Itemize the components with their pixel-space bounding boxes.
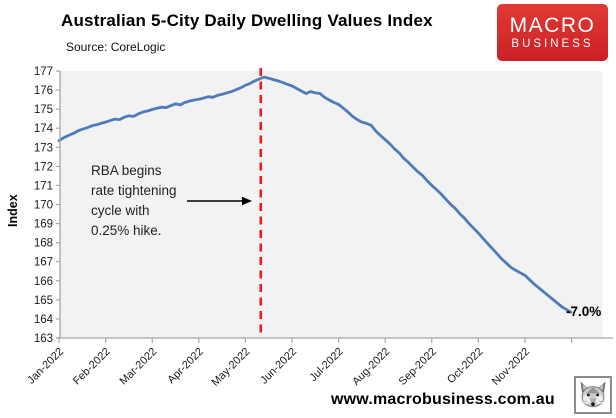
y-tick-label: 170 [34, 200, 53, 212]
y-tick-label: 167 [34, 257, 53, 269]
x-tick-label: Jan-2022 [25, 346, 66, 387]
website-url: www.macrobusiness.com.au [331, 391, 555, 408]
annotation-arrow-head [242, 196, 252, 206]
fox-logo-frame [574, 376, 612, 414]
y-tick-label: 171 [34, 180, 53, 192]
y-tick-label: 164 [34, 314, 54, 326]
x-tick-label: Apr-2022 [165, 346, 205, 386]
chart-title: Australian 5-City Daily Dwelling Values … [61, 11, 433, 30]
y-axis-title: Index [6, 194, 20, 227]
x-tick-label: Feb-2022 [71, 346, 113, 388]
source-label: Source: CoreLogic [66, 40, 166, 54]
x-tick-label: Sep-2022 [397, 346, 439, 388]
annotation-line: rate tightening [91, 183, 177, 198]
macrobusiness-logo: MACRO BUSINESS [497, 4, 608, 61]
x-tick-label: Jul-2022 [307, 346, 345, 384]
x-tick-label: Jun-2022 [258, 346, 299, 387]
logo-text-business: BUSINESS [511, 37, 594, 50]
y-tick-label: 174 [34, 123, 54, 135]
y-tick-label: 172 [34, 161, 53, 173]
fox-head-icon [580, 381, 606, 408]
x-tick-label: Oct-2022 [445, 346, 485, 386]
x-tick-label: May-2022 [209, 346, 252, 389]
y-tick-label: 165 [34, 295, 53, 307]
y-tick-label: 163 [34, 333, 53, 345]
annotation-line: RBA begins [91, 163, 162, 178]
plot-area [60, 71, 603, 338]
y-tick-label: 175 [34, 104, 53, 116]
x-tick-label: Mar-2022 [118, 346, 160, 388]
x-tick-label: Nov-2022 [490, 346, 532, 388]
y-tick-label: 169 [34, 219, 53, 231]
dwelling-index-line [57, 75, 573, 314]
y-tick-label: 177 [34, 66, 53, 78]
logo-text-macro: MACRO [509, 13, 596, 37]
x-tick-label: Aug-2022 [350, 346, 392, 388]
series-end-value-label: -7.0% [566, 304, 602, 319]
y-tick-label: 168 [34, 238, 53, 250]
y-tick-label: 166 [34, 276, 53, 288]
y-tick-label: 173 [34, 142, 53, 154]
rba-annotation: RBA begins rate tightening cycle with 0.… [91, 161, 211, 241]
y-tick-label: 176 [34, 85, 53, 97]
annotation-line: 0.25% hike. [91, 223, 162, 238]
annotation-line: cycle with [91, 203, 150, 218]
